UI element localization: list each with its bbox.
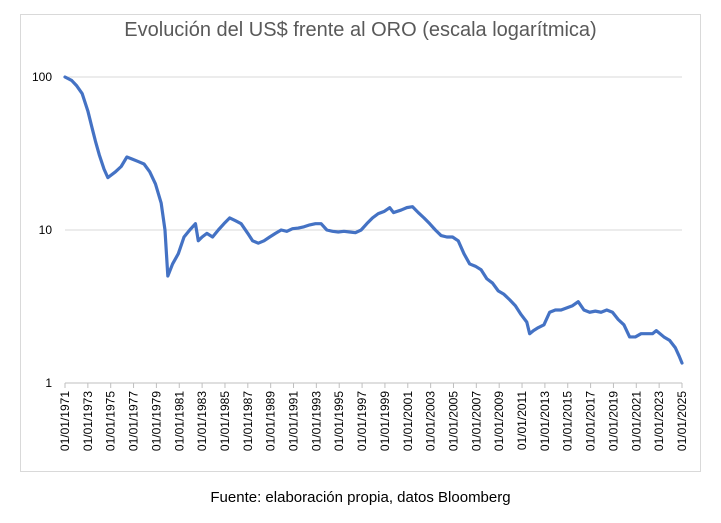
x-tick-label: 01/01/1979: [149, 391, 163, 451]
x-tick-label: 01/01/1971: [58, 391, 72, 451]
chart-frame: [20, 14, 701, 472]
x-tick-label: 01/01/1989: [264, 391, 278, 451]
x-tick-label: 01/01/1997: [355, 391, 369, 451]
gridlines: [65, 76, 682, 231]
x-tick-labels: 01/01/1971 01/01/1973 01/01/1975 01/01/1977…: [58, 391, 689, 451]
x-tick-label: 01/01/1975: [104, 391, 118, 451]
source-note: Fuente: elaboración propia, datos Bloomb…: [210, 489, 511, 506]
x-tick-label: 01/01/2007: [469, 391, 483, 451]
x-tick-label: 01/01/1981: [172, 391, 186, 451]
x-tick-label: 01/01/1973: [81, 391, 95, 451]
x-tick-label: 01/01/1993: [309, 391, 323, 451]
y-tick-label: 100: [32, 70, 52, 84]
y-tick-label: 10: [39, 223, 53, 237]
x-tick-label: 01/01/2013: [538, 391, 552, 451]
x-tick-label: 01/01/1985: [218, 391, 232, 451]
series-line: [63, 75, 684, 365]
x-tick-label: 01/01/1983: [195, 391, 209, 451]
x-tick-label: 01/01/2003: [424, 391, 438, 451]
x-tick-label: 01/01/2005: [446, 391, 460, 451]
x-tick-label: 01/01/1991: [287, 391, 301, 451]
x-tick-label: 01/01/2009: [492, 391, 506, 451]
x-tick-label: 01/01/2001: [401, 391, 415, 451]
x-tick-label: 01/01/2025: [675, 391, 689, 451]
x-tick-label: 01/01/1987: [241, 391, 255, 451]
chart-title: Evolución del US$ frente al ORO (escala …: [124, 19, 597, 41]
axes: [64, 382, 683, 388]
x-tick-label: 01/01/2023: [652, 391, 666, 451]
x-tick-label: 01/01/2011: [515, 391, 529, 450]
x-tick-label: 01/01/2019: [606, 391, 620, 451]
x-tick-label: 01/01/1999: [378, 391, 392, 451]
x-tick-label: 01/01/1995: [332, 391, 346, 451]
x-tick-label: 01/01/1977: [127, 391, 141, 451]
x-tick-label: 01/01/2017: [584, 391, 598, 451]
x-tick-label: 01/01/2021: [629, 391, 643, 451]
y-tick-labels: 1 10 100: [32, 70, 52, 390]
y-tick-label: 1: [45, 376, 52, 390]
series-layer: [63, 75, 684, 365]
x-tick-label: 01/01/2015: [561, 391, 575, 451]
